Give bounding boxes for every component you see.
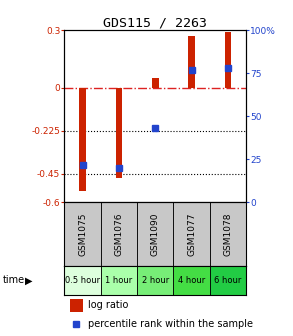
Bar [188, 36, 195, 88]
Bar [116, 88, 122, 177]
Bar [137, 202, 173, 265]
Bar [79, 88, 86, 191]
Bar [101, 202, 137, 265]
Text: 2 hour: 2 hour [142, 276, 169, 285]
Bar [64, 202, 101, 265]
Text: 0.5 hour: 0.5 hour [65, 276, 100, 285]
Text: log ratio: log ratio [88, 300, 128, 310]
Bar [70, 299, 83, 312]
Text: GSM1075: GSM1075 [78, 212, 87, 256]
Bar [152, 78, 159, 88]
Text: GSM1076: GSM1076 [115, 212, 123, 256]
Title: GDS115 / 2263: GDS115 / 2263 [103, 16, 207, 29]
Text: 1 hour: 1 hour [105, 276, 133, 285]
Bar [173, 202, 210, 265]
Bar [225, 32, 231, 88]
Text: 6 hour: 6 hour [214, 276, 242, 285]
Bar [210, 202, 246, 265]
Text: GSM1078: GSM1078 [224, 212, 232, 256]
Bar [101, 265, 137, 295]
Text: ▶: ▶ [25, 276, 33, 285]
Text: GSM1090: GSM1090 [151, 212, 160, 256]
Bar [210, 265, 246, 295]
Bar [173, 265, 210, 295]
Bar [137, 265, 173, 295]
Text: percentile rank within the sample: percentile rank within the sample [88, 320, 253, 329]
Bar [64, 265, 101, 295]
Text: 4 hour: 4 hour [178, 276, 205, 285]
Text: GSM1077: GSM1077 [187, 212, 196, 256]
Text: time: time [3, 276, 25, 285]
